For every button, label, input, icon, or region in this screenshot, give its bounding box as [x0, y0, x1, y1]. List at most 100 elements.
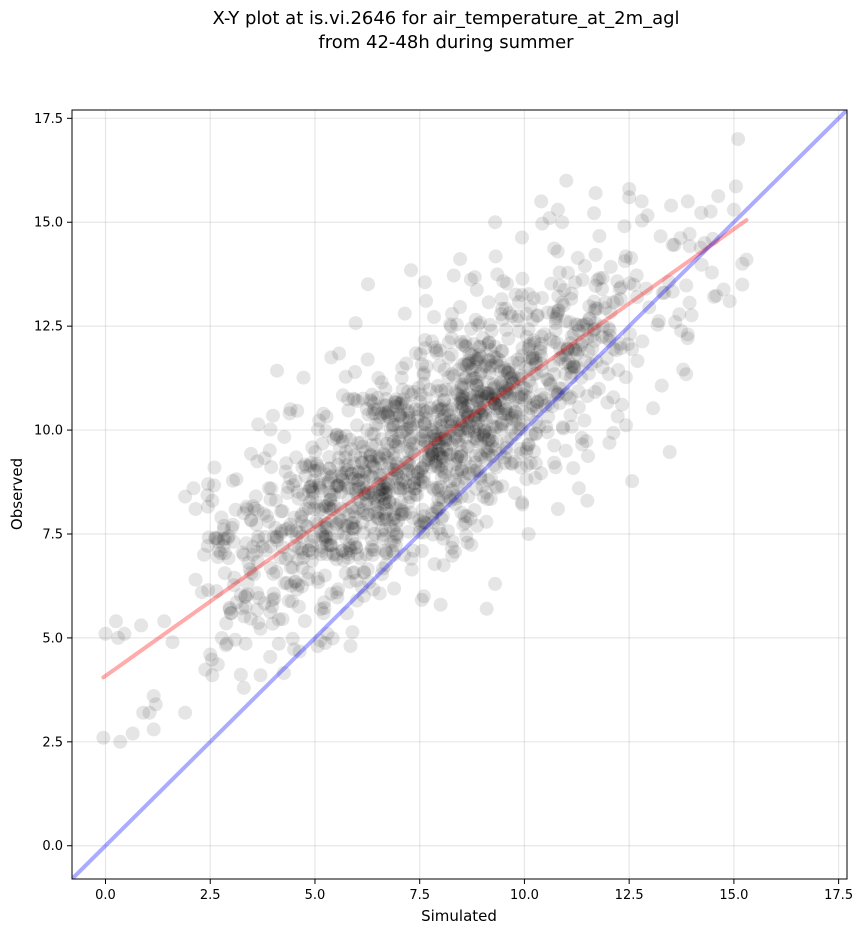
data-point: [510, 313, 525, 328]
data-point: [538, 398, 553, 413]
data-point: [610, 274, 625, 289]
data-point: [247, 501, 262, 516]
data-point: [338, 450, 353, 465]
data-point: [420, 439, 435, 454]
data-point: [581, 449, 595, 464]
data-point: [490, 390, 505, 404]
data-point: [329, 552, 344, 567]
y-axis-label: Observed: [8, 458, 26, 530]
data-point: [333, 501, 348, 516]
data-point: [490, 480, 505, 495]
data-point: [514, 387, 529, 402]
data-point: [387, 497, 402, 512]
data-point: [436, 451, 451, 465]
data-point: [356, 588, 371, 603]
data-point: [492, 353, 507, 367]
data-point: [487, 396, 502, 411]
data-point: [393, 396, 408, 411]
data-point: [266, 408, 280, 423]
data-point: [577, 413, 592, 428]
data-point: [711, 189, 726, 204]
data-point: [482, 425, 497, 440]
data-point: [525, 352, 540, 367]
data-point: [614, 280, 628, 295]
data-point: [357, 463, 372, 478]
data-point: [365, 547, 380, 562]
data-point: [552, 381, 567, 395]
data-point: [351, 464, 366, 479]
data-point: [253, 668, 268, 683]
data-point: [329, 517, 344, 532]
data-point: [440, 524, 455, 539]
data-point: [389, 392, 404, 407]
data-point: [387, 408, 402, 423]
data-point: [467, 463, 482, 478]
data-point: [380, 405, 395, 420]
data-point: [304, 553, 319, 568]
data-point: [315, 529, 330, 544]
data-point: [291, 599, 306, 614]
data-point: [324, 586, 339, 601]
data-point: [476, 402, 491, 417]
data-point: [533, 341, 548, 356]
data-point: [679, 367, 694, 382]
data-point: [394, 370, 409, 385]
data-point: [473, 469, 488, 484]
data-point: [559, 387, 574, 402]
data-point: [370, 505, 385, 519]
data-point: [178, 489, 193, 504]
data-point: [400, 406, 415, 421]
data-point: [477, 430, 492, 445]
data-point: [519, 441, 534, 456]
data-point: [513, 417, 528, 432]
data-point: [413, 519, 428, 534]
data-point: [470, 378, 485, 393]
y-tick-label: 15.0: [34, 216, 63, 231]
data-point: [495, 378, 510, 393]
data-point: [575, 318, 590, 333]
data-point: [295, 529, 310, 544]
data-point: [454, 449, 469, 463]
data-point: [402, 411, 416, 425]
data-point: [650, 317, 665, 332]
data-point: [301, 543, 316, 558]
data-point: [436, 401, 450, 416]
data-point: [481, 386, 496, 401]
data-point: [458, 476, 473, 491]
data-point: [560, 265, 575, 280]
data-point: [423, 401, 438, 416]
data-point: [432, 343, 447, 358]
data-point: [707, 289, 721, 304]
data-point: [477, 404, 492, 419]
data-point: [205, 668, 220, 683]
data-point: [502, 389, 517, 404]
data-point: [146, 722, 161, 737]
data-point: [364, 542, 379, 557]
data-point: [434, 402, 449, 417]
data-point: [560, 342, 575, 357]
data-point: [461, 407, 476, 422]
data-point: [368, 406, 383, 421]
data-point: [511, 371, 526, 386]
data-point: [467, 350, 482, 365]
data-point: [416, 525, 431, 540]
data-point: [294, 509, 309, 524]
data-point: [444, 418, 459, 433]
data-point: [305, 491, 320, 506]
data-point: [425, 527, 440, 542]
data-point: [503, 456, 518, 471]
data-point: [493, 446, 508, 461]
data-point: [454, 377, 469, 392]
data-point: [375, 482, 390, 497]
data-point: [495, 416, 509, 430]
data-point: [263, 539, 278, 554]
data-point: [309, 456, 324, 471]
data-point: [490, 434, 505, 449]
data-point: [381, 485, 396, 500]
data-point: [426, 515, 441, 530]
data-point: [441, 447, 456, 462]
data-point: [534, 291, 549, 305]
data-point: [291, 491, 306, 506]
data-point: [319, 409, 334, 424]
data-point: [673, 231, 688, 246]
